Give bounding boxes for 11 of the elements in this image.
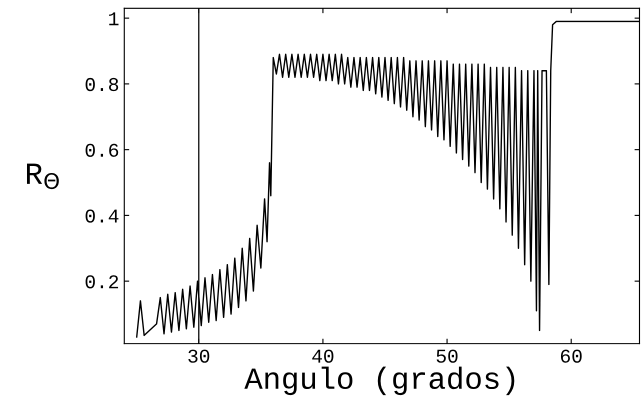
y-tick-label: 0.8 (86, 78, 118, 92)
y-tick-label: 0.6 (86, 144, 118, 157)
x-tick-label: 40 (312, 350, 334, 363)
x-axis-title: Angulo (grados) (244, 366, 514, 396)
x-tick-label: 60 (560, 350, 582, 363)
y-axis-title: R$_{Θ}$ (26, 164, 59, 190)
y-tick-label: 1 (109, 12, 118, 26)
x-tick-label: 50 (436, 350, 458, 363)
y-tick-label: 0.4 (86, 209, 118, 223)
x-tick-label: 30 (188, 350, 210, 363)
y-tick-label: 0.2 (86, 275, 118, 288)
